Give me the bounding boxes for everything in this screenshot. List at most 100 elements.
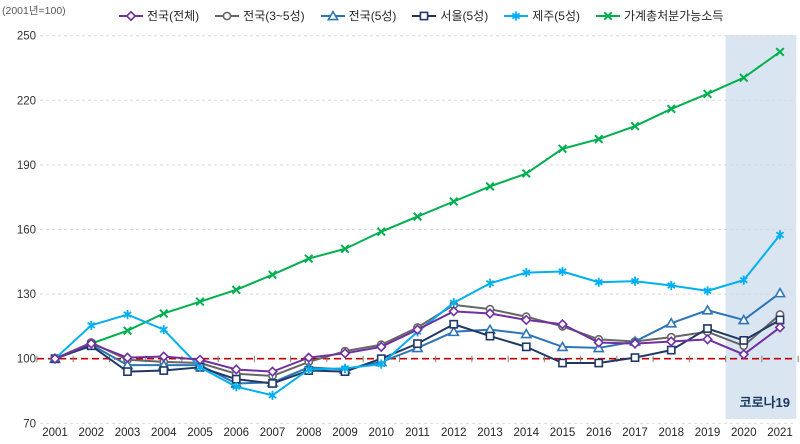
- data-point-marker: [557, 318, 568, 330]
- data-point-marker: [666, 104, 676, 114]
- y-tick-label: 220: [17, 95, 36, 107]
- data-point-marker: [558, 358, 567, 368]
- data-point-marker: [85, 338, 97, 349]
- data-point-marker: [556, 340, 569, 352]
- data-point-marker: [520, 314, 532, 326]
- data-point-marker: [702, 333, 713, 345]
- data-point-marker: [195, 363, 205, 371]
- data-point-marker: [123, 311, 132, 318]
- x-tick-label-2004: 2004: [151, 427, 177, 439]
- data-point-marker: [739, 73, 749, 83]
- y-tick-label: 190: [17, 160, 36, 172]
- series-household-income: [50, 47, 785, 364]
- x-tick-label-2018: 2018: [658, 427, 684, 439]
- x-tick-label-2014: 2014: [513, 427, 539, 439]
- series-national-all: [49, 305, 786, 377]
- x-tick-label-2003: 2003: [115, 427, 141, 439]
- data-point-marker: [194, 354, 206, 366]
- x-tick-label-2005: 2005: [187, 427, 213, 439]
- data-point-marker: [231, 374, 241, 384]
- legend-marker-asterisk-icon: [504, 10, 529, 21]
- data-point-marker: [420, 11, 429, 20]
- y-tick-label: 250: [17, 31, 36, 43]
- legend-marker-diamond-icon: [119, 10, 143, 21]
- data-point-marker: [230, 364, 242, 375]
- legend-label: 제주(5성): [532, 9, 581, 23]
- x-tick-label-2001: 2001: [42, 427, 68, 439]
- data-point-marker: [774, 287, 786, 298]
- x-tick-label-2020: 2020: [731, 427, 757, 439]
- data-point-marker: [326, 9, 339, 20]
- data-point-marker: [558, 268, 567, 275]
- data-point-marker: [629, 338, 641, 349]
- data-point-marker: [159, 366, 169, 375]
- covid-band: [725, 35, 797, 419]
- data-point-marker: [702, 89, 713, 99]
- data-point-marker: [449, 197, 459, 207]
- x-tick-label-2013: 2013: [477, 427, 503, 439]
- data-point-marker: [738, 349, 750, 360]
- legend-label: 서울(5성): [440, 9, 489, 23]
- data-point-marker: [739, 335, 749, 345]
- legend-marker-triangle-icon: [320, 9, 345, 20]
- data-point-marker: [521, 169, 531, 179]
- data-point-marker: [630, 121, 640, 131]
- data-point-marker: [159, 308, 169, 318]
- x-tick-label-2008: 2008: [296, 427, 322, 439]
- legend-item-seoul-5star: 서울(5성): [411, 7, 488, 24]
- data-point-marker: [512, 12, 521, 19]
- data-point-marker: [340, 244, 350, 254]
- data-point-marker: [630, 277, 640, 285]
- data-point-marker: [304, 366, 313, 373]
- data-point-marker: [195, 297, 205, 307]
- data-point-marker: [484, 308, 496, 319]
- data-point-marker: [340, 365, 350, 372]
- axis-note: (2001년=100): [2, 5, 66, 17]
- y-tick-label: 130: [17, 289, 36, 301]
- chart-legend: 전국(전체) 전국(3~5성) 전국(5성) 서울(5성) 제주(5성) 가계총처분가능소…: [118, 7, 723, 24]
- data-point-marker: [667, 282, 676, 289]
- x-tick-label-2016: 2016: [586, 427, 612, 439]
- x-tick-label-2011: 2011: [405, 427, 430, 439]
- x-tick-label-2012: 2012: [441, 427, 467, 439]
- legend-item-national-5star: 전국(5성): [320, 7, 397, 24]
- legend-item-household-income: 가계총처분가능소득: [595, 7, 723, 24]
- data-point-marker: [303, 352, 315, 363]
- data-point-marker: [304, 254, 314, 264]
- x-tick-label-2019: 2019: [695, 427, 721, 439]
- data-point-marker: [375, 341, 387, 353]
- data-point-marker: [775, 47, 785, 57]
- data-point-marker: [594, 278, 603, 286]
- data-point-marker: [447, 325, 460, 337]
- data-point-marker: [339, 347, 351, 359]
- y-tick-label: 70: [23, 418, 36, 430]
- data-point-marker: [485, 181, 495, 191]
- x-tick-label-2002: 2002: [78, 427, 104, 439]
- legend-label: 전국(3~5성): [243, 9, 305, 23]
- y-tick-label: 100: [17, 354, 36, 366]
- legend-item-national-3-5star: 전국(3~5성): [214, 7, 305, 24]
- data-point-marker: [49, 353, 61, 365]
- data-point-marker: [158, 351, 170, 362]
- data-point-marker: [267, 366, 278, 377]
- data-point-marker: [268, 379, 277, 388]
- data-point-marker: [267, 270, 278, 280]
- data-point-marker: [122, 326, 133, 336]
- data-point-marker: [125, 10, 137, 21]
- legend-item-jeju-5star: 제주(5성): [503, 7, 580, 24]
- legend-label: 전국(5성): [348, 9, 397, 23]
- x-tick-label-2010: 2010: [368, 427, 394, 439]
- data-point-marker: [594, 358, 604, 368]
- data-point-marker: [376, 227, 386, 237]
- x-tick-label-2017: 2017: [622, 427, 648, 439]
- data-point-marker: [485, 331, 495, 341]
- data-point-marker: [377, 360, 386, 368]
- data-point-marker: [231, 285, 241, 295]
- data-point-marker: [268, 391, 277, 399]
- data-point-marker: [594, 134, 604, 144]
- data-point-marker: [593, 337, 605, 348]
- data-point-marker: [87, 321, 96, 329]
- data-point-marker: [701, 304, 714, 315]
